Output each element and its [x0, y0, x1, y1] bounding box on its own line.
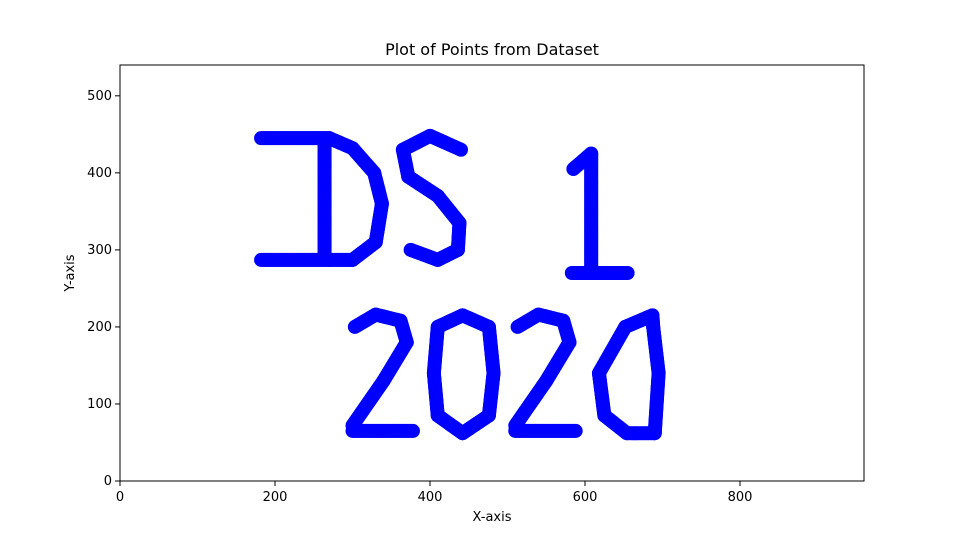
x-tick-label: 0	[116, 490, 124, 505]
chart-title: Plot of Points from Dataset	[385, 40, 599, 59]
x-tick-label: 600	[573, 490, 598, 505]
y-tick-label: 500	[87, 89, 112, 104]
data-point	[568, 423, 583, 438]
x-axis-ticks: 0 200 400 600 800	[116, 481, 753, 505]
y-tick-label: 100	[87, 397, 112, 412]
data-points	[254, 128, 666, 441]
y-tick-label: 0	[104, 474, 112, 489]
data-point	[403, 242, 418, 257]
data-point	[620, 266, 635, 280]
data-point	[455, 308, 470, 323]
y-axis-label: Y-axis	[63, 254, 78, 292]
x-tick-label: 800	[728, 490, 753, 505]
y-tick-label: 200	[87, 320, 112, 335]
x-tick-label: 200	[263, 490, 288, 505]
y-tick-label: 400	[87, 166, 112, 181]
data-point	[405, 423, 420, 438]
x-tick-label: 400	[418, 490, 443, 505]
data-point	[317, 249, 332, 264]
data-point	[254, 252, 269, 267]
data-point	[566, 162, 581, 176]
x-axis-label: X-axis	[473, 510, 512, 525]
plot-frame	[119, 64, 865, 482]
y-axis-ticks: 0 100 200 300 400 500	[87, 89, 120, 489]
data-point	[645, 308, 660, 323]
y-tick-label: 300	[87, 243, 112, 258]
